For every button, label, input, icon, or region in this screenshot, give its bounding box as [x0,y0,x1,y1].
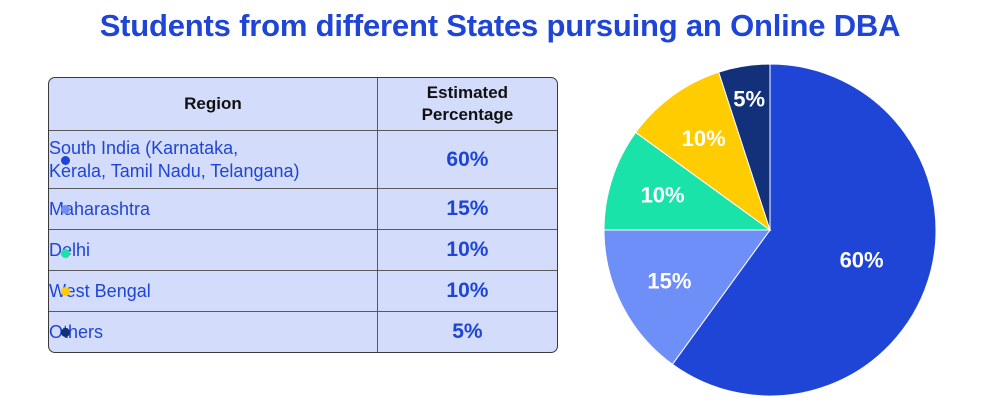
table-row: Delhi 10% [49,230,557,271]
region-cell: Maharashtra [49,189,378,230]
region-name: Others [49,321,104,342]
region-table: Region Estimated Percentage South India … [48,77,558,353]
region-cell: West Bengal [49,271,378,312]
region-cell: Delhi [49,230,378,271]
region-name: Maharashtra [49,198,151,219]
table-row: Maharashtra 15% [49,189,557,230]
percent-cell: 15% [377,189,557,230]
pie-label-south-india: 60% [840,247,884,272]
bullet-dot-icon [61,287,70,296]
bullet-dot-icon [61,328,70,337]
percent-cell: 60% [377,131,557,189]
region-name-line1: South India (Karnataka, [49,137,239,158]
pie-label-others: 5% [733,86,765,111]
pie-slice-west-bengal [635,71,771,232]
pie-label-delhi: 10% [641,183,685,208]
percentage-header: Estimated Percentage [377,78,557,131]
bullet-dot-icon [61,205,70,214]
table-row: West Bengal 10% [49,271,557,312]
percentage-header-line1: Estimated [426,83,509,102]
region-cell: Others [49,312,378,352]
region-name-line2: Kerala, Tamil Nadu, Telangana) [49,160,300,181]
pie-slice-others [718,63,771,231]
region-name: Delhi [49,239,91,260]
percent-cell: 10% [377,271,557,312]
pie-chart: 60% 15% 10% 10% 5% [603,63,937,397]
percent-cell: 5% [452,320,483,343]
percentage-header-line2: Percentage [421,105,514,124]
region-header: Region [49,78,378,131]
region-name: West Bengal [49,280,151,301]
pie-slice-delhi [603,131,772,231]
percent-cell: 10% [377,230,557,271]
region-cell: South India (Karnataka, Kerala, Tamil Na… [49,131,378,189]
pie-slice-maharashtra [603,229,771,365]
pie-label-west-bengal: 10% [682,126,726,151]
page-title: Students from different States pursuing … [99,8,901,43]
table-row: Others 5% [49,312,557,352]
table-row: South India (Karnataka, Kerala, Tamil Na… [49,131,557,189]
table-header-row: Region Estimated Percentage [49,78,557,131]
bullet-dot-icon [61,249,70,258]
bullet-dot-icon [61,155,70,165]
pie-slice-south-india [671,63,937,397]
pie-label-maharashtra: 15% [647,269,691,294]
